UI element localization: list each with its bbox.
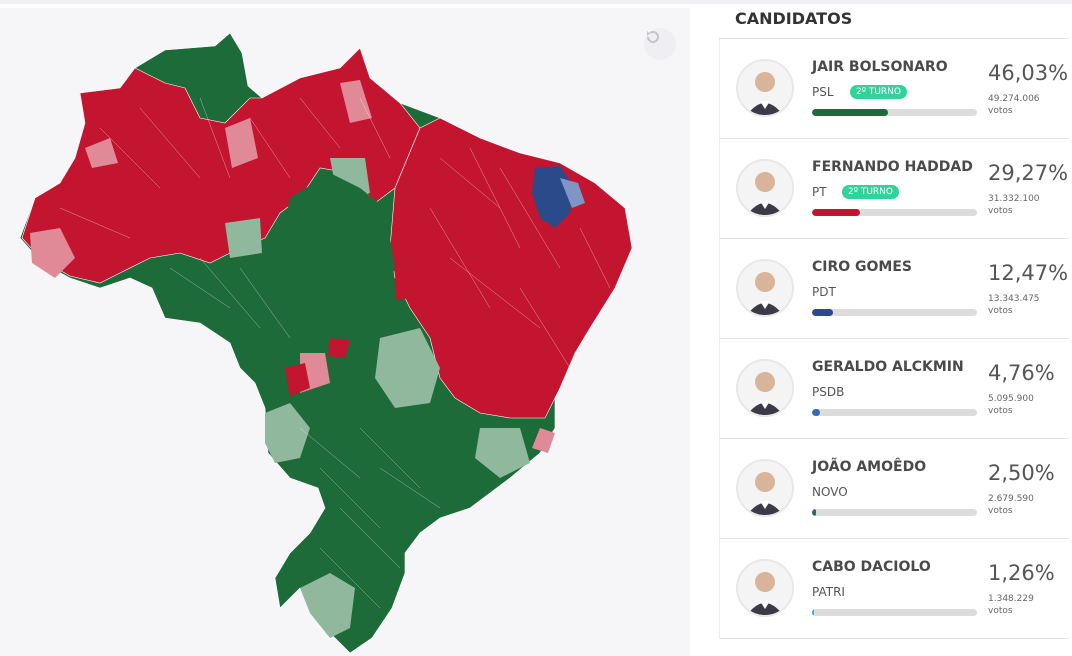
candidate-name: FERNANDO HADDAD: [812, 159, 973, 175]
panel-title: CANDIDATOS: [735, 9, 853, 28]
vote-bar-track: [812, 609, 977, 616]
votes-label: votos: [988, 206, 1013, 216]
map-region-pt-island-2[interactable]: [328, 338, 350, 358]
runoff-badge: 2º TURNO: [850, 85, 907, 99]
vote-count: 31.332.100: [988, 194, 1040, 204]
municipal-borders: [59, 97, 611, 609]
candidate-avatar: [736, 459, 794, 517]
candidate-card-4[interactable]: GERALDO ALCKMIN PSDB 4,76% 5.095.900 vot…: [719, 339, 1069, 439]
candidate-avatar: [736, 259, 794, 317]
vote-bar-track: [812, 409, 977, 416]
person-icon: [747, 572, 783, 615]
map-region-psl-dark-center[interactable]: [275, 173, 395, 328]
candidate-votes: 5.095.900 votos: [988, 393, 1034, 417]
candidate-party: PSL: [812, 85, 834, 99]
vote-bar-fill: [812, 509, 817, 516]
candidate-party: PT: [812, 185, 827, 199]
person-icon: [747, 372, 783, 415]
vote-bar-fill: [812, 209, 861, 216]
votes-label: votos: [988, 606, 1013, 616]
map-region-psl-light-1[interactable]: [265, 403, 310, 463]
reset-map-button[interactable]: [644, 28, 676, 60]
vote-bar-fill: [812, 409, 820, 416]
person-icon: [747, 472, 783, 515]
candidate-card-6[interactable]: CABO DACIOLO PATRI 1,26% 1.348.229 votos: [719, 539, 1069, 639]
candidate-votes: 1.348.229 votos: [988, 593, 1034, 617]
person-icon: [747, 172, 783, 215]
candidate-name: JOÃO AMOÊDO: [812, 459, 927, 475]
votes-label: votos: [988, 106, 1013, 116]
candidate-percentage: 29,27%: [988, 161, 1069, 185]
map-region-pt-light-3[interactable]: [340, 80, 372, 123]
map-panel[interactable]: [0, 8, 690, 656]
candidate-avatar: [736, 159, 794, 217]
person-icon: [747, 272, 783, 315]
candidate-votes: 49.274.006 votos: [988, 93, 1040, 117]
vote-bar-track: [812, 309, 977, 316]
candidate-card-5[interactable]: JOÃO AMOÊDO NOVO 2,50% 2.679.590 votos: [719, 439, 1069, 539]
candidate-percentage: 12,47%: [988, 261, 1069, 285]
candidate-avatar: [736, 559, 794, 617]
vote-bar-fill: [812, 109, 888, 116]
map-region-pdt-light[interactable]: [560, 178, 585, 208]
candidate-party: PDT: [812, 285, 836, 299]
vote-bar-fill: [812, 609, 815, 616]
candidate-percentage: 1,26%: [988, 561, 1055, 585]
map-region-psl-light-4[interactable]: [225, 218, 262, 258]
vote-bar-track: [812, 109, 977, 116]
map-region-pt-light-1[interactable]: [30, 228, 75, 278]
candidate-name: JAIR BOLSONARO: [812, 59, 948, 75]
candidate-party: PSDB: [812, 385, 845, 399]
candidate-percentage: 4,76%: [988, 361, 1055, 385]
candidate-votes: 31.332.100 votos: [988, 193, 1040, 217]
map-region-psl-light-2[interactable]: [375, 328, 440, 408]
candidate-percentage: 46,03%: [988, 61, 1069, 85]
map-region-pt-island-3[interactable]: [395, 276, 412, 300]
vote-count: 2.679.590: [988, 494, 1034, 504]
brazil-map[interactable]: [0, 8, 690, 656]
candidate-card-3[interactable]: CIRO GOMES PDT 12,47% 13.343.475 votos: [719, 239, 1069, 339]
votes-label: votos: [988, 406, 1013, 416]
map-region-psl-light-3[interactable]: [300, 573, 355, 638]
vote-bar-track: [812, 209, 977, 216]
vote-bar-fill: [812, 309, 833, 316]
map-region-pt-light-5[interactable]: [532, 428, 555, 453]
candidate-party: NOVO: [812, 485, 848, 499]
candidate-votes: 13.343.475 votos: [988, 293, 1040, 317]
person-icon: [747, 72, 783, 115]
candidate-party: PATRI: [812, 585, 845, 599]
runoff-badge: 2º TURNO: [842, 185, 899, 199]
rotate-ccw-icon: [647, 31, 659, 43]
vote-count: 13.343.475: [988, 294, 1040, 304]
title-divider: [719, 38, 1069, 39]
candidate-votes: 2.679.590 votos: [988, 493, 1034, 517]
map-region-psl-light-6[interactable]: [475, 428, 530, 478]
candidates-panel: CANDIDATOS JAIR BOLSONARO PSL 2º TURNO 4…: [719, 0, 1069, 656]
vote-count: 5.095.900: [988, 394, 1034, 404]
vote-count: 49.274.006: [988, 94, 1040, 104]
vote-bar-track: [812, 509, 977, 516]
candidate-percentage: 2,50%: [988, 461, 1055, 485]
map-region-pt-island-1[interactable]: [285, 363, 310, 396]
candidate-name: CIRO GOMES: [812, 259, 913, 275]
candidate-name: CABO DACIOLO: [812, 559, 931, 575]
votes-label: votos: [988, 506, 1013, 516]
candidate-avatar: [736, 359, 794, 417]
candidate-name: GERALDO ALCKMIN: [812, 359, 964, 375]
vote-count: 1.348.229: [988, 594, 1034, 604]
candidate-avatar: [736, 59, 794, 117]
top-divider: [0, 0, 1072, 4]
map-region-pt-light-4[interactable]: [85, 138, 118, 168]
candidate-card-1[interactable]: JAIR BOLSONARO PSL 2º TURNO 46,03% 49.27…: [719, 39, 1069, 139]
candidate-card-2[interactable]: FERNANDO HADDAD PT 2º TURNO 29,27% 31.33…: [719, 139, 1069, 239]
votes-label: votos: [988, 306, 1013, 316]
map-region-pt-light-2[interactable]: [225, 118, 258, 168]
